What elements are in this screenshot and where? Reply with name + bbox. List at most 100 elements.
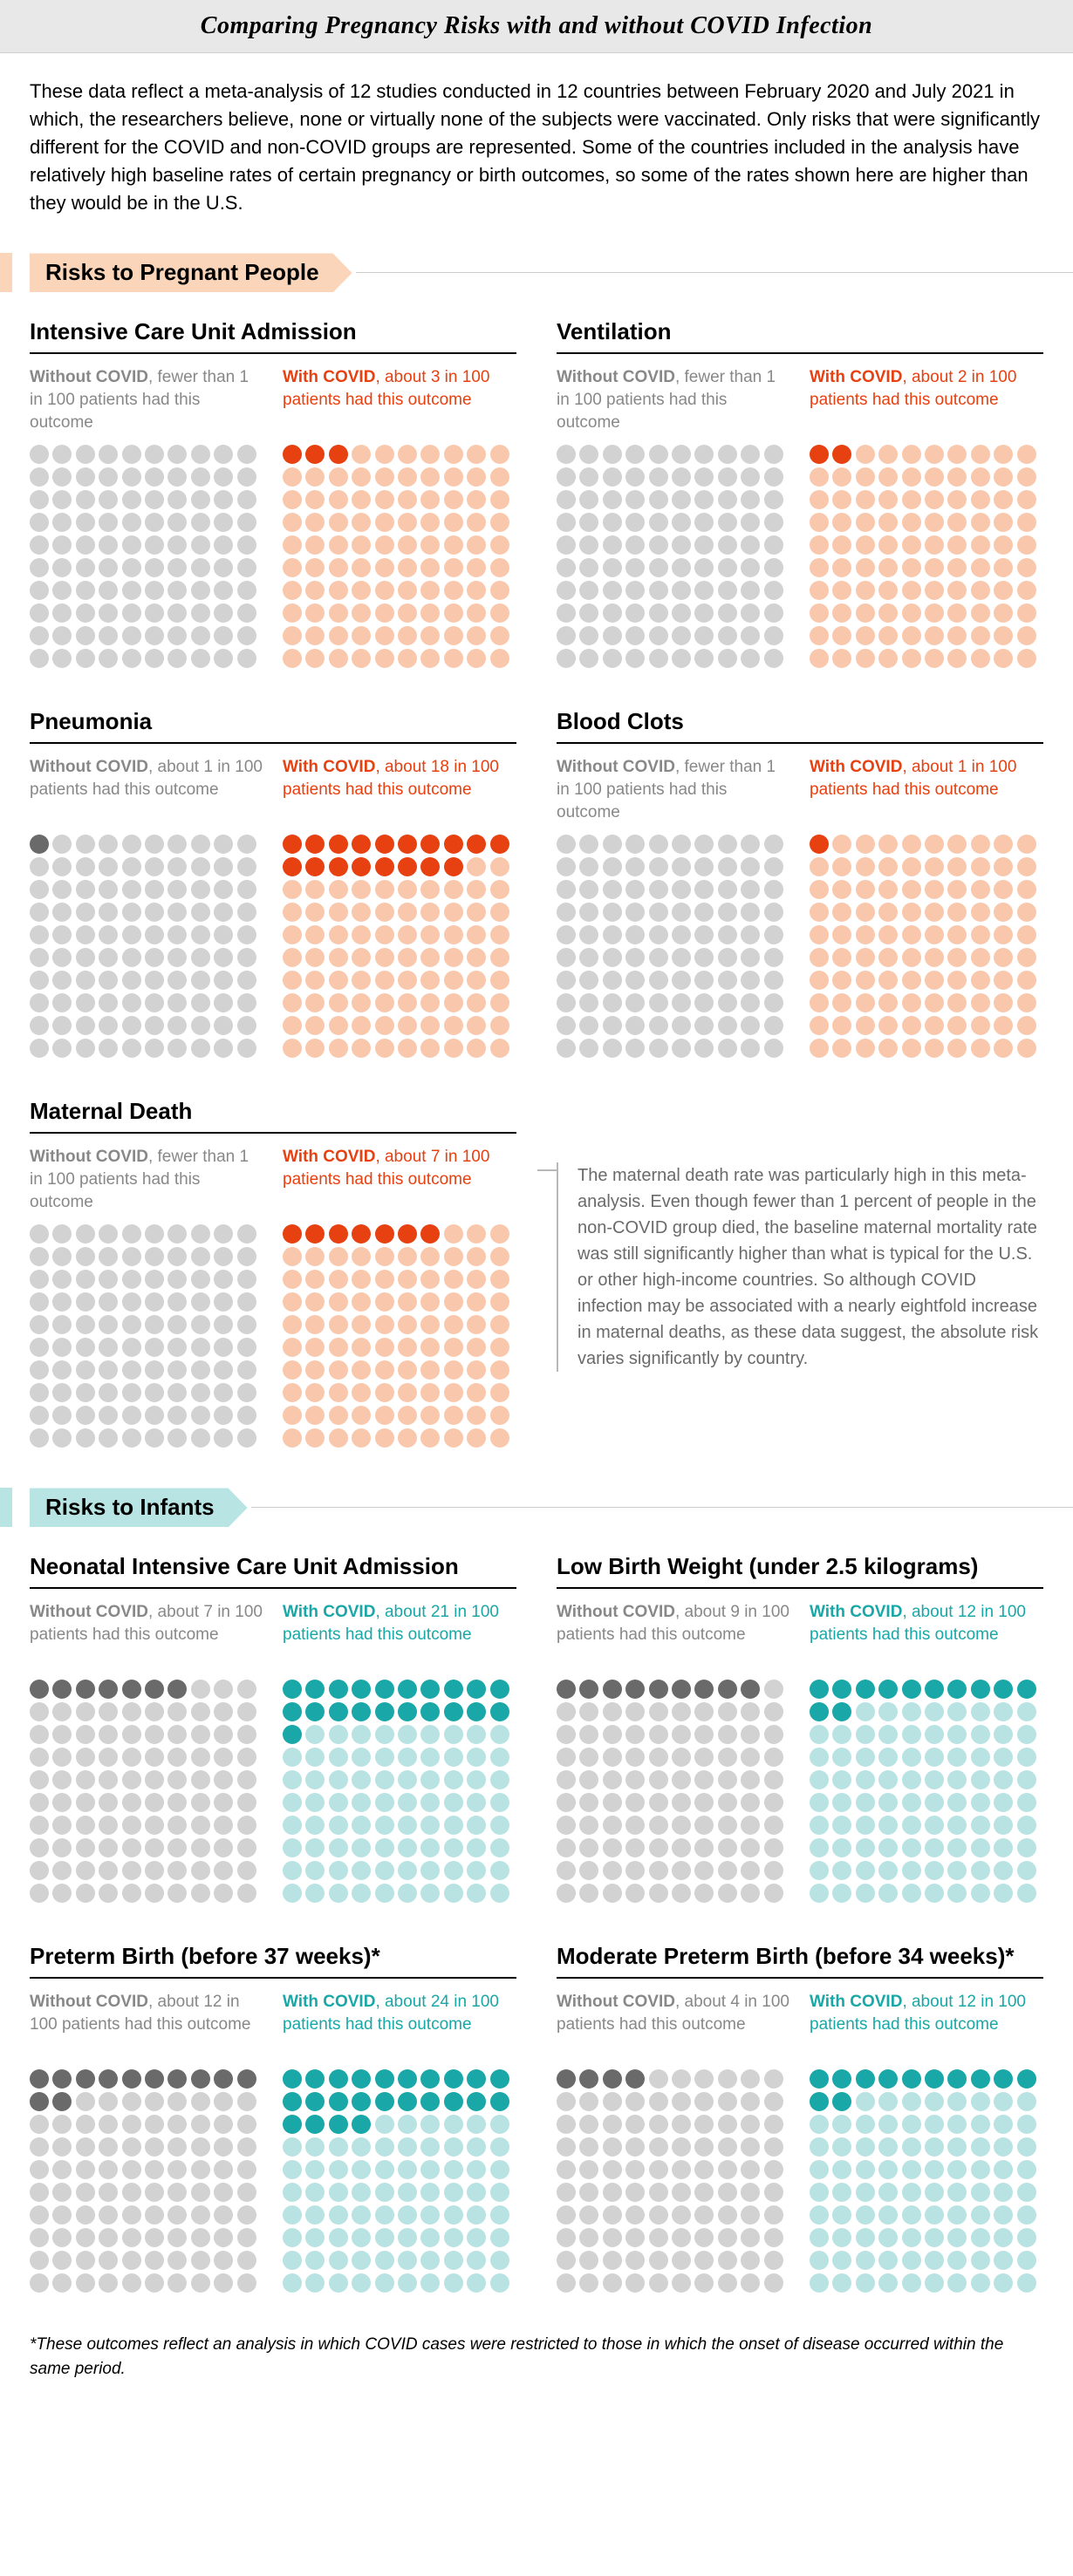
dot — [1017, 558, 1036, 577]
dot — [329, 445, 348, 464]
dot — [579, 903, 598, 922]
dot — [237, 2273, 256, 2293]
dot — [947, 925, 967, 944]
dot — [375, 1748, 394, 1767]
dot — [122, 2251, 141, 2270]
dot — [283, 603, 302, 623]
panel-title: Moderate Preterm Birth (before 34 weeks)… — [557, 1943, 1043, 1979]
dot — [145, 1315, 164, 1334]
dot — [625, 603, 645, 623]
dot — [167, 1725, 187, 1744]
dot — [902, 581, 921, 600]
dot — [145, 835, 164, 854]
dot — [76, 971, 95, 990]
dot — [76, 880, 95, 899]
dot — [947, 835, 967, 854]
dot — [398, 467, 417, 487]
dot — [167, 626, 187, 645]
dot — [305, 490, 325, 509]
dot — [994, 993, 1013, 1012]
dot — [30, 857, 49, 876]
dot — [994, 1039, 1013, 1058]
dot — [375, 1383, 394, 1402]
dot — [191, 535, 210, 555]
dot — [994, 626, 1013, 645]
dot — [672, 2092, 691, 2111]
dot — [694, 903, 714, 922]
dot — [810, 2069, 829, 2089]
dot — [305, 925, 325, 944]
dot — [490, 2273, 509, 2293]
dot — [122, 1680, 141, 1699]
dot-grid — [30, 835, 256, 1058]
dot — [603, 490, 622, 509]
dot — [649, 971, 668, 990]
dot — [925, 1748, 944, 1767]
dot — [649, 2251, 668, 2270]
dot — [305, 1224, 325, 1244]
dot — [878, 2115, 898, 2134]
dot — [375, 2273, 394, 2293]
dot — [925, 903, 944, 922]
dot — [718, 948, 737, 967]
dot — [832, 649, 851, 668]
dot — [76, 1383, 95, 1402]
dot — [925, 467, 944, 487]
dot — [329, 581, 348, 600]
dot — [30, 2115, 49, 2134]
caption-lead: With COVID — [810, 758, 902, 776]
dot — [490, 993, 509, 1012]
dot — [420, 558, 440, 577]
dot — [420, 1224, 440, 1244]
dot — [557, 535, 576, 555]
dot — [191, 880, 210, 899]
dot — [191, 2228, 210, 2247]
dot — [398, 1016, 417, 1035]
dot — [878, 1816, 898, 1835]
panel-columns: Without COVID, about 4 in 100 patients h… — [557, 1991, 1043, 2293]
dot — [52, 1428, 72, 1448]
dot — [214, 603, 233, 623]
dot — [557, 857, 576, 876]
dot — [649, 2183, 668, 2202]
dot — [305, 835, 325, 854]
dot — [145, 2273, 164, 2293]
dot — [694, 857, 714, 876]
dot — [467, 880, 486, 899]
dot — [603, 2228, 622, 2247]
dot — [810, 1861, 829, 1880]
dot — [99, 2228, 118, 2247]
dot — [329, 1247, 348, 1266]
dot — [625, 626, 645, 645]
dot — [305, 1748, 325, 1767]
dot — [672, 535, 691, 555]
dot — [557, 513, 576, 532]
dot — [925, 626, 944, 645]
dot — [764, 558, 783, 577]
dot — [603, 467, 622, 487]
dot — [375, 467, 394, 487]
dot — [30, 1039, 49, 1058]
dot — [99, 1338, 118, 1357]
dot — [329, 1039, 348, 1058]
dot — [30, 2228, 49, 2247]
dot — [832, 1725, 851, 1744]
dot — [649, 2228, 668, 2247]
dot — [579, 1793, 598, 1812]
dot — [810, 835, 829, 854]
dot — [1017, 1861, 1036, 1880]
dot — [490, 1428, 509, 1448]
dot — [375, 445, 394, 464]
dot — [718, 880, 737, 899]
dot — [694, 2183, 714, 2202]
dot — [672, 857, 691, 876]
dot — [237, 1406, 256, 1425]
dot — [99, 993, 118, 1012]
dot — [352, 857, 371, 876]
dot — [925, 1725, 944, 1744]
dot — [145, 1680, 164, 1699]
dot — [99, 649, 118, 668]
dot — [167, 1270, 187, 1289]
dot — [145, 925, 164, 944]
dot — [467, 1406, 486, 1425]
